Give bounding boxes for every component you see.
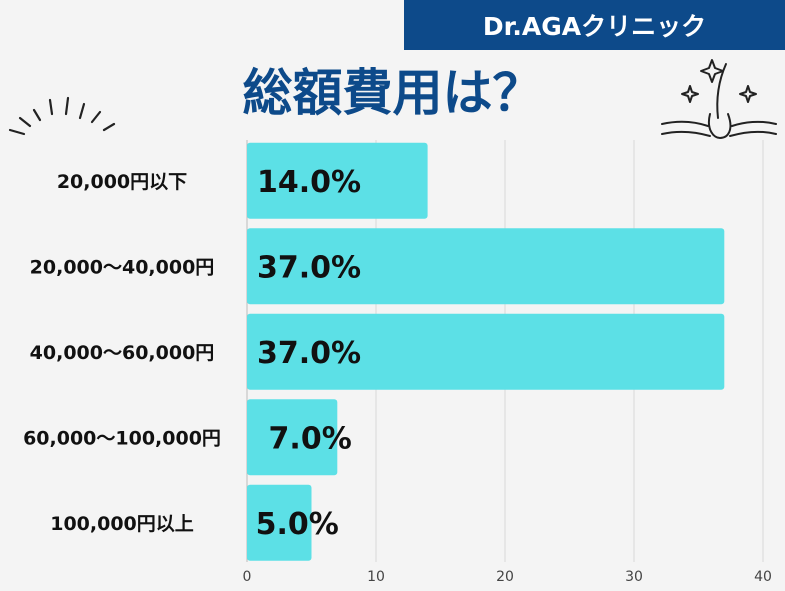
x-tick-label: 30 — [625, 569, 643, 585]
value-label: 37.0% — [257, 250, 361, 285]
value-label: 14.0% — [257, 165, 361, 200]
hair-follicle-icon — [661, 59, 777, 139]
category-label: 100,000円以上 — [50, 513, 194, 535]
bar — [247, 228, 725, 305]
x-tick-label: 20 — [496, 569, 514, 585]
category-label: 20,000円以下 — [57, 171, 187, 193]
page-title: 総額費用は？ — [242, 64, 543, 122]
bar — [247, 313, 725, 390]
bar — [247, 484, 312, 561]
bar — [247, 399, 338, 476]
bar — [247, 142, 428, 219]
x-tick-label: 0 — [243, 569, 252, 585]
value-label: 7.0% — [269, 421, 352, 456]
category-label: 60,000〜100,000円 — [23, 427, 221, 449]
value-label: 37.0% — [257, 336, 361, 371]
x-tick-label: 40 — [754, 569, 772, 585]
category-label: 40,000〜60,000円 — [30, 342, 215, 364]
value-label: 5.0% — [256, 507, 339, 542]
sparkle-lines-icon — [8, 96, 116, 136]
brand-name: Dr.AGAクリニック — [482, 12, 707, 41]
category-label: 20,000〜40,000円 — [30, 256, 215, 278]
brand-banner: Dr.AGAクリニック — [404, 0, 785, 50]
x-tick-label: 10 — [367, 569, 385, 585]
